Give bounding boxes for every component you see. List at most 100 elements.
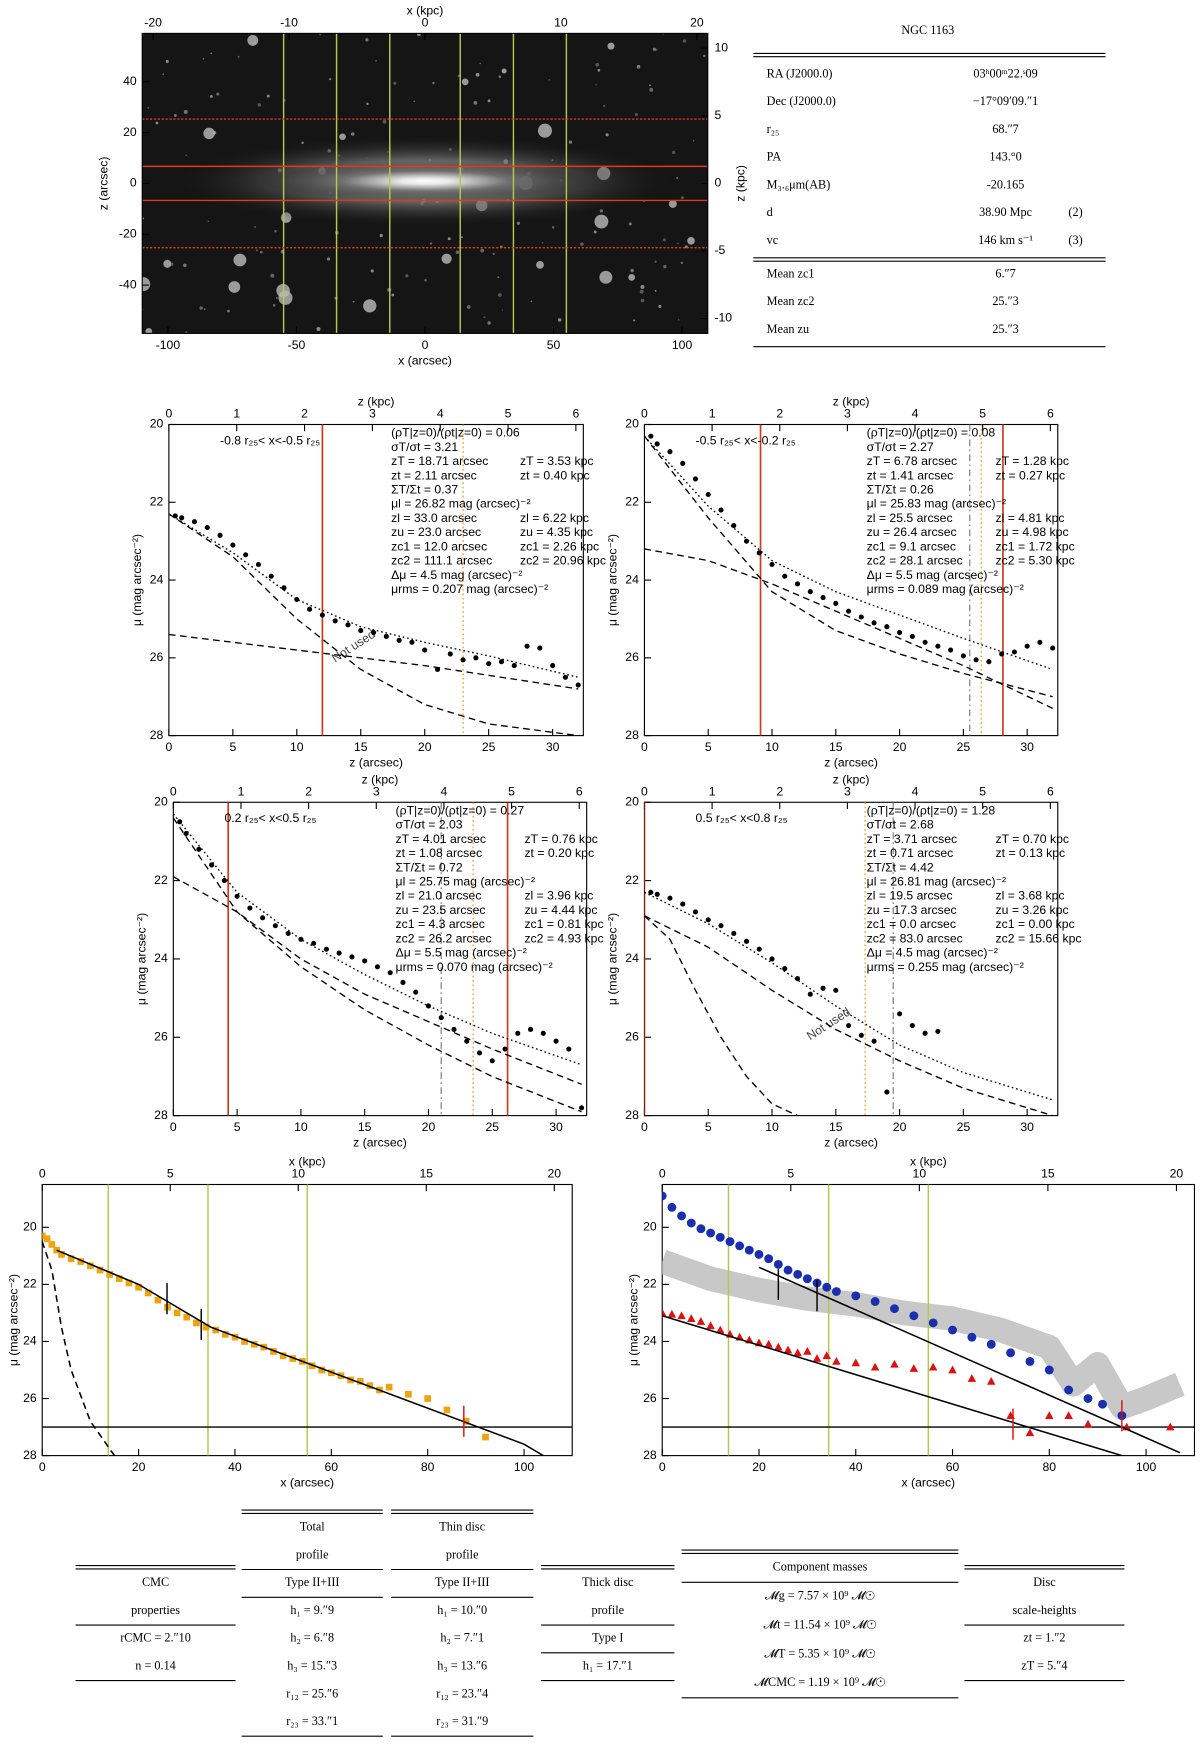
fit-annotation: μrms = 0.207 mag (arcsec)⁻² xyxy=(391,582,548,596)
profile-point xyxy=(890,1359,899,1368)
noise xyxy=(654,260,657,263)
model-curve xyxy=(644,915,798,1116)
panel-label: 0.2 r₂₅< x<0.5 r₂₅ xyxy=(224,811,316,825)
profile-point xyxy=(680,460,686,466)
axes: 0 5 10 15 20 25 30 0 1 2 3 4 5 6 20 22 24 26 28 z (arcsec) z… xyxy=(134,772,588,1150)
x-tick-label: 10 xyxy=(294,1120,308,1134)
x2-tick-label: 0 xyxy=(170,785,177,799)
fit-annotation: zt = 0.13 kpc xyxy=(996,846,1066,860)
x-tick-label: 5 xyxy=(705,1120,712,1134)
noise xyxy=(483,316,486,319)
noise xyxy=(199,306,203,310)
x2-axis-label: x (kpc) xyxy=(289,1155,326,1169)
noise xyxy=(680,196,684,200)
profile-point xyxy=(177,819,183,825)
star xyxy=(228,281,241,293)
x-tick-label: 25 xyxy=(482,740,496,754)
fit-annotation: ΣT/Σt = 0.37 xyxy=(391,483,458,497)
profile-point xyxy=(948,1365,957,1374)
noise xyxy=(649,84,651,87)
profile-point xyxy=(1024,643,1030,649)
profile-point xyxy=(374,964,381,970)
profile-point xyxy=(692,909,699,915)
noise xyxy=(203,308,206,310)
info-label: r₂₅ xyxy=(767,122,780,136)
noise xyxy=(630,268,634,273)
y-tick-label: -20 xyxy=(119,226,137,240)
fit-annotation: ΣT/Σt = 4.42 xyxy=(867,860,934,874)
noise xyxy=(692,139,695,142)
x-tick-label: -50 xyxy=(288,338,306,352)
fit-annotation: (ρT|z=0)/(ρt|z=0) = 0.27 xyxy=(396,803,525,817)
profile-point xyxy=(579,1105,585,1111)
table-cell: profile xyxy=(296,1547,329,1561)
noise xyxy=(185,154,188,157)
profile-point xyxy=(832,1356,841,1365)
x-axis-label: z (arcsec) xyxy=(824,756,878,770)
profile-point xyxy=(846,1022,852,1029)
fit-annotation: zc1 = 0.00 kpc xyxy=(996,917,1075,931)
profile-point xyxy=(677,1311,686,1320)
noise xyxy=(350,132,355,136)
profile-point xyxy=(540,1030,546,1036)
noise xyxy=(202,58,205,60)
x-axis-label: x (arcsec) xyxy=(902,1476,956,1490)
fit-annotation: zc1 = 0.81 kpc xyxy=(524,917,603,931)
fit-curve xyxy=(662,1314,1123,1456)
y-axis-label: μ (mag arcsec⁻²) xyxy=(606,913,620,1005)
profile-point xyxy=(473,655,479,661)
profile-point xyxy=(307,606,313,612)
star xyxy=(247,34,259,46)
plot-area xyxy=(42,1184,573,1456)
table-cell: h₁ = 10.″0 xyxy=(437,1603,487,1617)
fit-annotation: (ρT|z=0)/(ρt|z=0) = 0.06 xyxy=(391,426,520,440)
profile-point xyxy=(1166,1422,1175,1431)
x-tick-label: 100 xyxy=(514,1460,535,1474)
profile-point xyxy=(769,561,775,568)
star xyxy=(536,261,544,269)
y-tick-label: 26 xyxy=(23,1391,37,1405)
fit-annotation: zc2 = 26.2 arcsec xyxy=(396,931,492,945)
profile-point xyxy=(928,1318,938,1328)
x-tick-label: 30 xyxy=(546,740,560,754)
x2-tick-label: 2 xyxy=(776,785,783,799)
plot-area xyxy=(644,802,1053,1116)
profile-point xyxy=(897,1011,903,1017)
profile-point xyxy=(294,596,300,603)
profile-point xyxy=(362,958,368,964)
star xyxy=(278,290,293,305)
noise xyxy=(597,68,601,72)
thick-disc-band xyxy=(662,1249,1185,1420)
noise xyxy=(183,110,188,114)
profile-point xyxy=(524,643,530,649)
noise xyxy=(447,237,451,241)
profile-point xyxy=(144,1289,152,1297)
profile-point xyxy=(318,1366,326,1374)
noise xyxy=(605,133,609,137)
profile-point xyxy=(871,620,877,626)
y-tick-label: 28 xyxy=(643,1448,657,1462)
profile-point xyxy=(773,1259,783,1269)
profile-point xyxy=(667,449,673,455)
y-tick-label: 24 xyxy=(643,1334,657,1348)
x2-tick-label: 10 xyxy=(291,1167,305,1181)
noise xyxy=(429,242,433,245)
x-tick-label: 50 xyxy=(547,338,561,352)
y-tick-label: 20 xyxy=(23,1220,37,1234)
star xyxy=(441,253,452,264)
plot-area xyxy=(168,424,581,736)
model-curve xyxy=(173,813,582,1066)
profile-point xyxy=(822,1282,832,1292)
x2-tick-label: 1 xyxy=(709,785,716,799)
noise xyxy=(580,242,584,246)
profile-point xyxy=(1044,1365,1054,1375)
profile-point xyxy=(783,1345,793,1354)
profile-point xyxy=(890,1304,899,1314)
profile-point xyxy=(648,433,654,439)
profile-point xyxy=(462,1418,470,1425)
x2-tick-label: 1 xyxy=(709,407,716,421)
profile-point xyxy=(922,1030,928,1036)
y-tick-label: -40 xyxy=(119,277,137,291)
profile-point xyxy=(1064,1385,1074,1395)
table-cell: r₁₂ = 25.″6 xyxy=(286,1686,338,1700)
